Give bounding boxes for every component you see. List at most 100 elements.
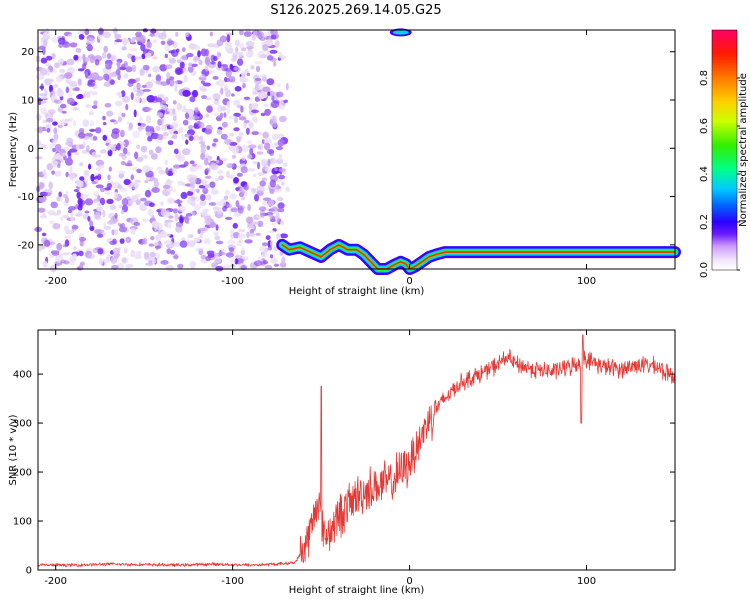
figure-title: S126.2025.269.14.05.G25	[270, 3, 441, 18]
noise-speckle	[120, 129, 125, 138]
noise-speckle	[71, 224, 79, 230]
noise-speckle	[65, 141, 72, 146]
noise-speckle	[223, 264, 231, 270]
noise-speckle	[45, 192, 52, 197]
noise-speckle	[200, 254, 207, 260]
noise-speckle	[220, 105, 227, 112]
noise-speckle	[133, 109, 137, 118]
noise-speckle	[248, 121, 254, 129]
noise-speckle	[148, 149, 154, 155]
noise-speckle	[226, 163, 235, 169]
noise-speckle	[72, 87, 81, 92]
noise-speckle	[217, 105, 223, 113]
noise-speckle	[91, 181, 97, 185]
noise-speckle	[169, 78, 175, 87]
noise-speckle	[231, 93, 235, 97]
noise-speckle	[51, 170, 55, 175]
noise-speckle	[95, 159, 105, 167]
noise-speckle	[105, 256, 110, 263]
noise-speckle	[145, 262, 154, 266]
noise-speckle	[247, 140, 253, 145]
noise-speckle	[155, 233, 162, 242]
noise-speckle	[148, 73, 152, 78]
noise-speckle	[74, 151, 80, 156]
noise-speckle	[187, 240, 196, 248]
noise-speckle	[129, 199, 134, 206]
noise-speckle	[142, 237, 148, 245]
noise-speckle	[160, 260, 169, 265]
noise-speckle	[186, 190, 194, 196]
noise-speckle	[218, 175, 224, 181]
noise-speckle	[43, 188, 53, 192]
noise-speckle	[42, 169, 46, 176]
noise-speckle	[226, 108, 230, 115]
noise-speckle	[40, 57, 48, 64]
noise-speckle	[188, 62, 193, 68]
noise-speckle	[252, 173, 257, 178]
noise-speckle	[217, 251, 226, 256]
noise-speckle	[125, 66, 133, 73]
noise-speckle	[255, 65, 261, 73]
noise-speckle	[94, 59, 100, 66]
noise-speckle	[53, 99, 59, 103]
noise-speckle	[246, 231, 250, 239]
noise-speckle	[76, 191, 81, 199]
noise-speckle	[140, 145, 148, 153]
noise-speckle	[244, 96, 250, 100]
noise-speckle	[136, 84, 142, 89]
noise-speckle	[116, 143, 121, 151]
noise-speckle	[130, 227, 136, 235]
noise-speckle	[118, 92, 123, 99]
noise-speckle	[207, 162, 212, 166]
noise-speckle	[73, 188, 79, 193]
noise-speckle	[49, 241, 56, 245]
noise-speckle	[259, 245, 268, 253]
noise-speckle	[191, 115, 200, 120]
x-tick-label: -100	[221, 576, 244, 587]
noise-speckle	[171, 49, 179, 57]
noise-speckle	[233, 66, 238, 71]
noise-speckle	[141, 98, 147, 104]
noise-speckle	[114, 39, 124, 43]
noise-speckle	[45, 55, 53, 61]
noise-speckle	[213, 256, 222, 264]
noise-speckle	[232, 154, 236, 159]
noise-speckle	[274, 167, 278, 172]
noise-speckle	[206, 105, 213, 113]
noise-speckle	[44, 88, 48, 96]
noise-speckle	[224, 87, 229, 92]
noise-speckle	[137, 126, 145, 130]
noise-speckle	[150, 153, 158, 160]
noise-speckle	[94, 84, 98, 89]
noise-speckle	[166, 72, 171, 80]
noise-speckle	[59, 68, 66, 74]
noise-speckle	[256, 151, 264, 155]
noise-speckle	[61, 41, 71, 48]
noise-speckle	[62, 252, 70, 256]
noise-speckle	[217, 61, 222, 69]
noise-speckle	[182, 105, 187, 112]
noise-speckle	[184, 215, 189, 224]
noise-speckle	[97, 173, 102, 180]
noise-speckle	[240, 71, 246, 77]
noise-speckle	[155, 125, 161, 131]
noise-speckle	[206, 250, 215, 255]
noise-speckle	[280, 220, 285, 226]
noise-speckle	[95, 184, 104, 189]
noise-speckle	[247, 154, 253, 160]
noise-speckle	[58, 191, 62, 198]
noise-speckle	[70, 216, 74, 222]
noise-speckle	[202, 82, 212, 87]
noise-speckle	[159, 103, 164, 108]
noise-speckle	[213, 100, 221, 105]
noise-speckle	[248, 49, 254, 57]
colorbar-tick-label: 0.4	[699, 166, 710, 182]
noise-speckle	[205, 58, 210, 67]
noise-speckle	[103, 81, 112, 88]
noise-speckle	[199, 199, 207, 207]
noise-speckle	[172, 108, 176, 115]
noise-speckle	[189, 108, 194, 117]
noise-speckle	[51, 160, 58, 168]
noise-speckle	[77, 197, 83, 206]
noise-speckle	[191, 63, 198, 67]
